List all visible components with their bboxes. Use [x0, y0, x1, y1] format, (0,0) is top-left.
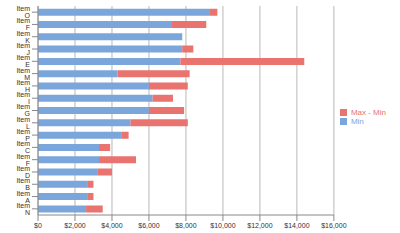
html-text:P: P — [25, 135, 30, 143]
html-text:Item: Item — [16, 177, 30, 185]
html-text:Item: Item — [16, 54, 30, 62]
html-text:Item: Item — [16, 78, 30, 86]
html-text:J: J — [26, 49, 30, 56]
html-text:C: C — [24, 147, 30, 155]
html-text:Item: Item — [16, 165, 30, 172]
svg-text:$16,000: $16,000 — [321, 222, 346, 229]
html-text:F: F — [25, 159, 30, 167]
svg-text:$14,000: $14,000 — [284, 222, 309, 229]
svg-text:$4,000: $4,000 — [101, 222, 123, 229]
html-text:I: I — [28, 98, 30, 106]
html-text:O: O — [24, 12, 30, 20]
html-text:B: B — [25, 184, 30, 192]
html-text:Item: Item — [16, 66, 30, 74]
html-text:Item: Item — [16, 115, 30, 123]
svg-text:$10,000: $10,000 — [210, 222, 235, 229]
html-text:Item: Item — [16, 189, 30, 197]
html-text:Item: Item — [16, 152, 30, 160]
html-text:Item: Item — [16, 29, 30, 37]
html-text:Item: Item — [16, 128, 30, 136]
html-text:A: A — [25, 196, 30, 204]
html-text:L: L — [26, 122, 30, 130]
html-text:Min: Min — [350, 116, 364, 126]
html-text:E: E — [25, 61, 30, 69]
html-text:Item: Item — [16, 42, 30, 49]
html-text:D: D — [24, 172, 30, 179]
svg-text:$12,000: $12,000 — [247, 222, 272, 229]
html-text:Item: Item — [16, 140, 30, 148]
svg-text:ItemN: ItemN — [16, 202, 30, 216]
html-text:Item: Item — [16, 91, 30, 99]
svg-text:$8,000: $8,000 — [175, 222, 197, 229]
svg-text:$2,000: $2,000 — [64, 222, 86, 229]
html-text:H: H — [24, 85, 30, 93]
svg-text:$6,000: $6,000 — [138, 222, 160, 229]
html-text:K: K — [25, 36, 30, 44]
html-text:Item: Item — [16, 5, 30, 13]
html-text:Item: Item — [16, 103, 30, 111]
html-text:Item: Item — [16, 17, 30, 25]
html-text:M: M — [24, 73, 30, 81]
html-text:G: G — [24, 110, 30, 118]
html-text:Max - Min: Max - Min — [350, 107, 386, 117]
html-text:F: F — [25, 24, 30, 32]
svg-text:$0: $0 — [34, 222, 42, 229]
